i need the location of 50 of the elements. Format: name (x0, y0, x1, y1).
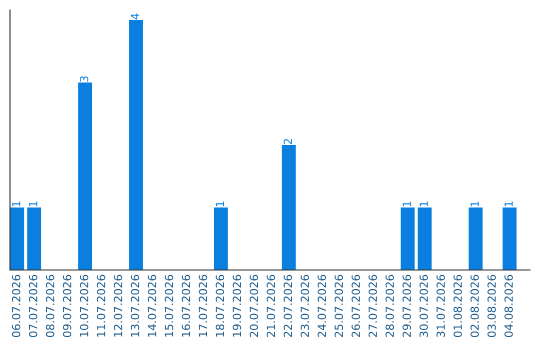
bar (418, 208, 432, 270)
bar (468, 208, 483, 270)
x-tick-label: 09.07.2026 (62, 274, 72, 338)
data-label: 1 (216, 201, 224, 206)
x-tick-label: 06.07.2026 (12, 274, 20, 338)
x-tick-label: 18.07.2026 (216, 274, 224, 337)
x-tick-label: 10.07.2026 (80, 274, 88, 337)
x-tick-label: 30.07.2026 (420, 274, 428, 337)
data-label: 1 (470, 201, 479, 206)
x-tick-label: 19.07.2026 (232, 274, 242, 337)
x-tick-label: 20.07.2026 (250, 274, 258, 337)
x-tick-label: 11.07.2026 (96, 274, 106, 337)
data-label: 1 (12, 201, 20, 206)
x-tick-label: 01.08.2026 (453, 274, 462, 338)
data-label: 1 (402, 201, 411, 206)
data-label: 2 (284, 139, 292, 144)
x-tick-label: 08.07.2026 (46, 274, 54, 338)
bar (400, 208, 415, 270)
x-tick-label: 07.07.2026 (28, 274, 38, 338)
x-tick-label: 15.07.2026 (164, 274, 174, 337)
x-tick-label: 02.08.2026 (470, 274, 479, 338)
x-tick-label: 21.07.2026 (266, 274, 276, 337)
x-tick-label: 29.07.2026 (402, 274, 411, 337)
x-tick-label: 28.07.2026 (386, 274, 394, 337)
data-label: 1 (29, 201, 38, 206)
x-tick-label: 26.07.2026 (352, 274, 360, 337)
x-tick-label: 25.07.2026 (334, 274, 344, 337)
x-tick-label: 22.07.2026 (284, 274, 292, 337)
bar (282, 145, 296, 270)
bar (129, 20, 143, 270)
bar (78, 82, 92, 270)
x-tick-label: 13.07.2026 (130, 274, 140, 337)
data-label: 1 (420, 201, 428, 206)
data-label: 4 (130, 14, 140, 20)
bar (10, 208, 24, 270)
data-label: 3 (80, 76, 88, 82)
x-tick-label: 03.08.2026 (487, 274, 496, 338)
x-tick-label: 23.07.2026 (300, 274, 310, 337)
bar (27, 208, 42, 270)
x-tick-label: 24.07.2026 (318, 274, 326, 337)
x-tick-label: 12.07.2026 (114, 274, 122, 337)
x-tick-label: 16.07.2026 (182, 274, 190, 337)
bar (214, 208, 228, 270)
x-tick-label: 17.07.2026 (198, 274, 208, 337)
bar (502, 208, 517, 270)
data-label: 1 (504, 201, 513, 206)
x-tick-label: 31.07.2026 (436, 274, 445, 337)
x-tick-label: 27.07.2026 (368, 274, 377, 337)
x-tick-label: 14.07.2026 (148, 274, 156, 337)
x-tick-label: 04.08.2026 (504, 274, 513, 338)
